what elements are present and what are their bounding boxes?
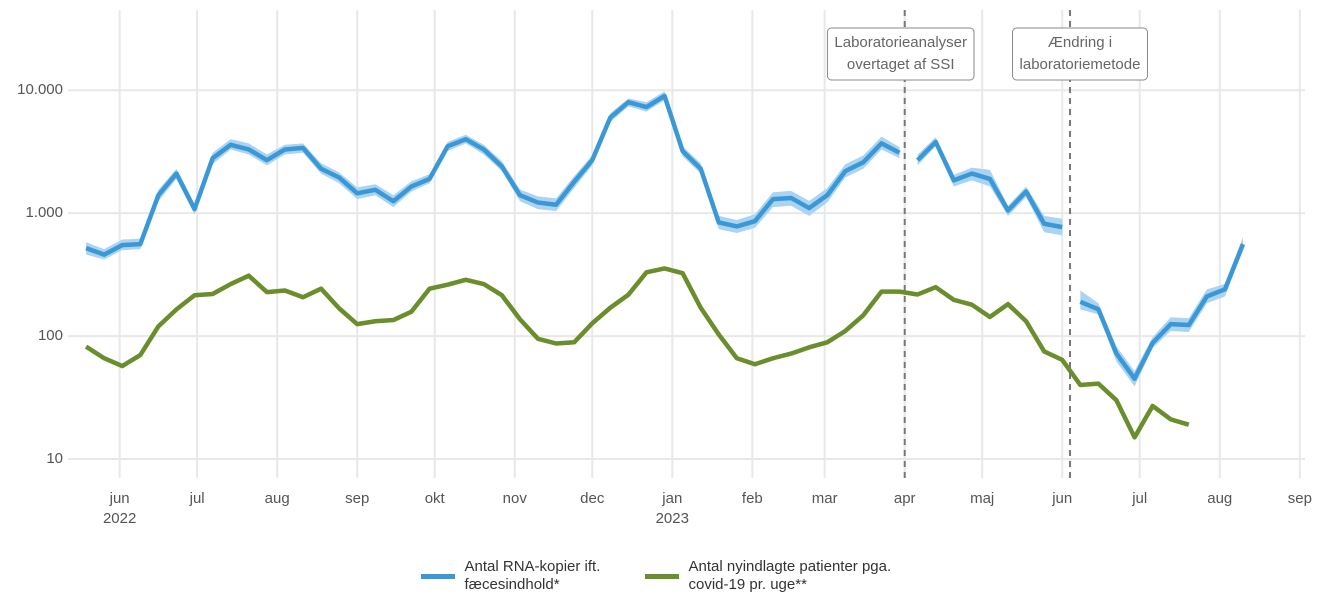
y-tick-label: 10 [46, 450, 63, 467]
annotation-text: laboratoriemetode [1020, 56, 1141, 73]
series-line [84, 266, 1190, 440]
x-tick-label: mar [812, 490, 838, 507]
x-tick-label: jun [1051, 490, 1072, 507]
legend-label: Antal nyindlagte patienter pga. covid-19… [688, 558, 892, 593]
annotation: Ændring i laboratoriemetode [1012, 27, 1148, 81]
x-tick-label: jun [109, 490, 130, 507]
x-year-label: 2023 [656, 510, 689, 527]
annotation-text: Laboratorieanalyser [834, 34, 967, 51]
x-tick-label: dec [580, 490, 605, 507]
chart: 10 100 1.000 10.000 jun jul aug sep okt nov dec jan… [17, 10, 1312, 527]
series-line [85, 93, 901, 257]
x-tick-label: okt [425, 490, 446, 507]
annotation-box [1012, 27, 1148, 81]
annotation-text: Ændring i [1048, 34, 1112, 51]
x-tick-label: maj [970, 490, 994, 507]
legend-swatch [644, 573, 679, 579]
y-tick-label: 10.000 [17, 81, 63, 98]
x-tick-label: feb [742, 490, 763, 507]
y-tick-label: 100 [38, 327, 63, 344]
legend: Antal RNA-kopier ift. fæcesindhold* Antal… [0, 558, 1319, 594]
x-tick-label: jul [1131, 490, 1147, 507]
x-tick-label: aug [265, 490, 290, 507]
x-tick-label: apr [894, 490, 916, 507]
annotation-box [826, 27, 975, 81]
x-tick-label: nov [503, 490, 528, 507]
x-tick-label: jul [189, 490, 205, 507]
x-tick-label: sep [345, 490, 369, 507]
legend-item: Antal nyindlagte patienter pga. covid-19… [644, 558, 899, 594]
confidence-band [1080, 236, 1244, 387]
x-year-label: 2022 [103, 510, 136, 527]
confidence-band [917, 137, 1063, 236]
legend-item: Antal RNA-kopier ift. fæcesindhold* [420, 558, 635, 594]
legend-swatch [420, 573, 455, 579]
x-tick-label: aug [1207, 490, 1232, 507]
y-tick-label: 1.000 [25, 204, 63, 221]
annotation-text: overtaget af SSI [847, 56, 955, 73]
x-tick-label: sep [1288, 490, 1312, 507]
annotation: Laboratorieanalyser overtaget af SSI [826, 27, 975, 81]
series-line [916, 139, 1063, 230]
legend-label: Antal RNA-kopier ift. fæcesindhold* [464, 558, 601, 593]
series-line [1079, 243, 1246, 381]
x-tick-label: jan [661, 490, 682, 507]
